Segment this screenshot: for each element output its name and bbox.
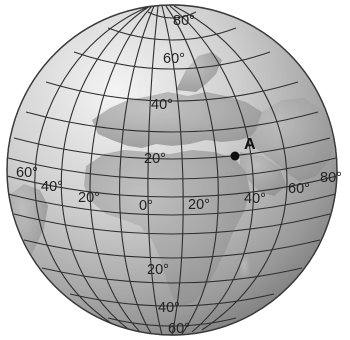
parallel-10s — [13, 213, 331, 235]
europe-land — [92, 92, 270, 148]
parallel-50s — [107, 317, 237, 327]
lon-label-40w: 40° — [41, 179, 63, 195]
meridian-40w — [89, 5, 153, 335]
parallel-20s — [23, 239, 321, 259]
lat-label-60s: 60° — [168, 321, 190, 337]
lon-label-40e: 40° — [244, 191, 266, 207]
meridian-40e — [165, 5, 219, 335]
lon-label-60e: 60° — [288, 181, 310, 197]
lat-label-60n: 60° — [163, 51, 185, 67]
lon-label-20w: 20° — [78, 190, 100, 206]
globe-outline — [6, 4, 338, 336]
lat-label-20s: 20° — [147, 262, 169, 278]
meridian-0 — [147, 5, 163, 335]
lon-label-20e: 20° — [188, 197, 210, 213]
parallel-30s — [41, 267, 303, 284]
parallel-10n — [7, 175, 337, 198]
point-a-label: A — [244, 136, 256, 153]
parallel-30n — [13, 137, 331, 160]
equator — [7, 193, 337, 216]
meridian-80e — [173, 5, 288, 331]
scandinavia-land — [176, 52, 222, 92]
parallel-40n — [25, 111, 319, 133]
graticule — [7, 5, 337, 335]
meridian-60e — [169, 5, 255, 333]
meridian-20w — [119, 5, 155, 335]
meridian-80w — [34, 5, 151, 331]
parallel-50n — [45, 81, 299, 102]
madagascar-land — [240, 256, 252, 284]
parallel-40s — [69, 293, 275, 307]
point-a-marker — [230, 151, 240, 161]
parallel-20n — [7, 157, 337, 180]
meridian-60w — [60, 5, 151, 333]
lat-label-20n: 20° — [144, 151, 166, 167]
land-masses — [8, 52, 336, 306]
lon-label-80e: 80° — [320, 170, 342, 186]
lon-label-0: 0° — [139, 198, 153, 214]
meridian-20e — [161, 5, 184, 335]
africa-land — [84, 150, 250, 306]
parallel-70n — [107, 27, 237, 41]
parallel-80n — [147, 11, 197, 19]
lat-label-80n: 80° — [173, 13, 195, 29]
lon-label-60w: 60° — [16, 165, 38, 181]
lat-label-40n: 40° — [151, 97, 173, 113]
asia-land — [246, 98, 336, 182]
lat-label-40s: 40° — [158, 300, 180, 316]
